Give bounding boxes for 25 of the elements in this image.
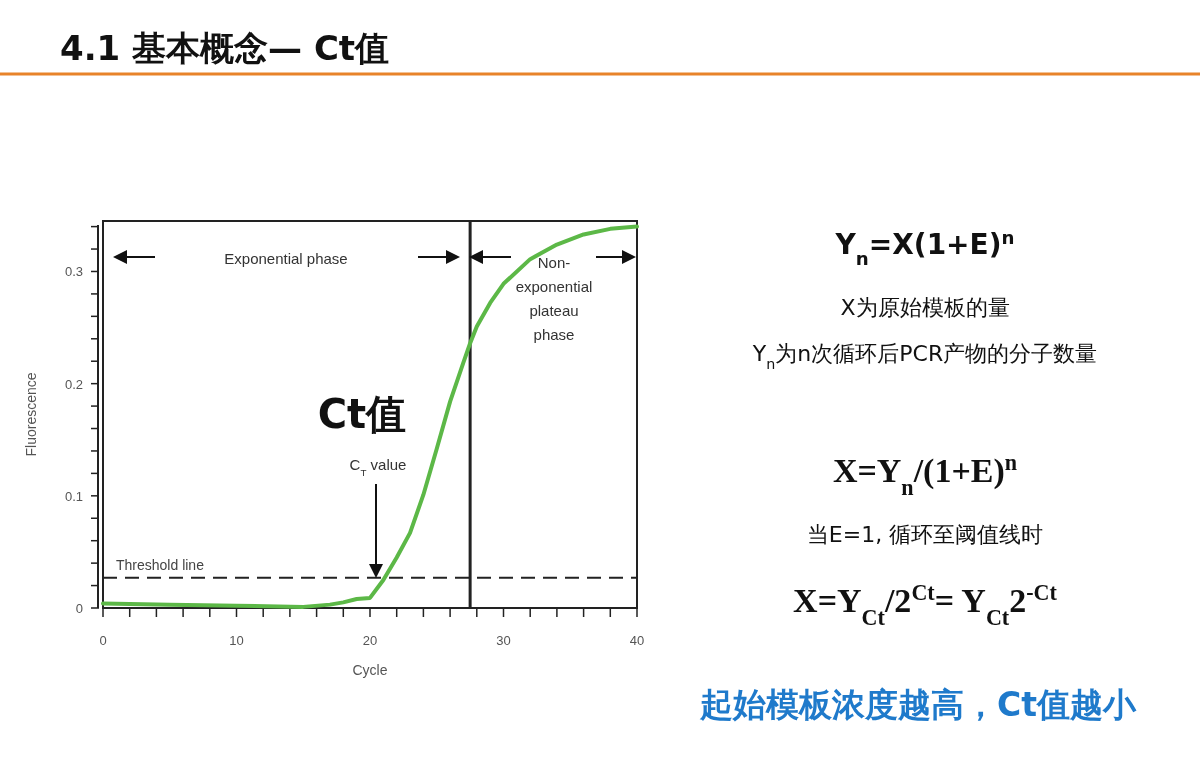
text: X=Y$_{Ct}$/2$^{Ct}$= Y$_{Ct}$2$^{-Ct}$	[793, 579, 1058, 630]
annotation: Ct值	[317, 391, 407, 437]
text: X为原始模板的量	[840, 295, 1010, 320]
y-axis-title: Fluorescence	[23, 372, 39, 457]
y-tick-label: 0.1	[64, 488, 83, 504]
text: Y$_{n}$=X(1+E)$^{n}$	[834, 226, 1015, 269]
ref-line-label: Threshold line	[116, 556, 205, 573]
y-tick-label: 0.2	[64, 376, 83, 392]
x-tick-label: 30	[496, 633, 511, 648]
x-tick-label: 20	[362, 633, 378, 648]
text: 起始模板浓度越高，Ct值越小	[699, 685, 1137, 724]
x-tick-label: 10	[229, 633, 244, 648]
text: X=Y$_{n}$/(1+E)$^{n}$	[832, 449, 1018, 500]
x-tick-label: 0	[99, 633, 107, 648]
annotation: Exponential phase	[224, 250, 348, 267]
annotation: C$_{T}$ value	[349, 456, 407, 478]
x-tick-label: 40	[629, 633, 645, 648]
chart-title: 4.1 基本概念— Ct值	[60, 28, 390, 68]
annotation: Non-exponential plateau phase	[515, 254, 593, 343]
x-axis-title: Cycle	[352, 662, 388, 678]
text: 当E=1, 循环至阈值线时	[806, 522, 1044, 547]
y-tick-label: 0.3	[64, 264, 83, 280]
line-series	[101, 224, 639, 609]
y-tick-label: 0	[75, 601, 83, 616]
text: Y$_{n}$为n次循环后PCR产物的分子数量	[751, 341, 1098, 372]
